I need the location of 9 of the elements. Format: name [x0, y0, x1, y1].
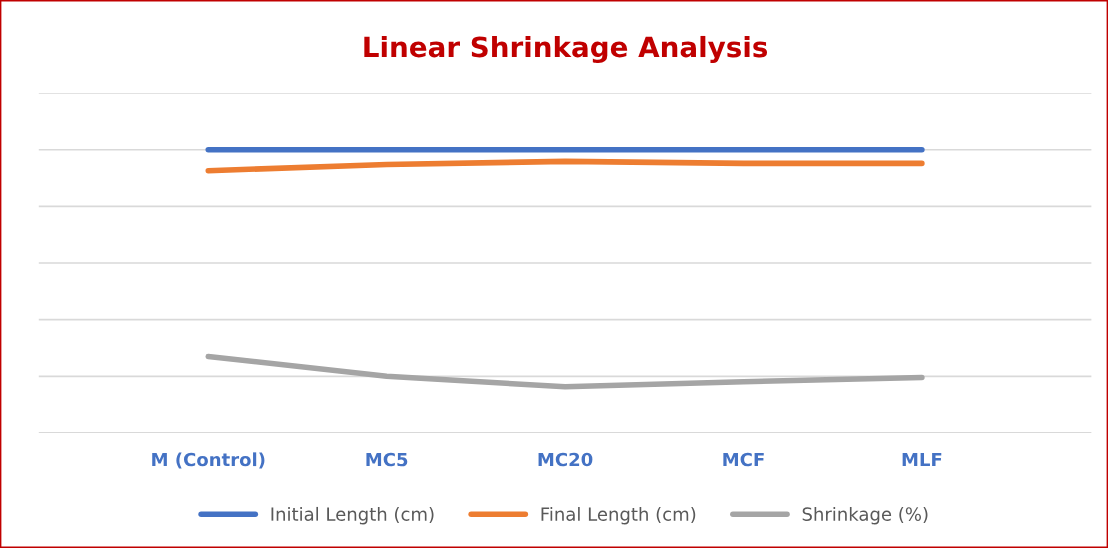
x-tick-label: MCF: [723, 452, 764, 467]
x-tick-label: MLF: [902, 452, 942, 467]
legend-label: Shrinkage (%): [802, 506, 928, 525]
x-tick-label: MC20: [538, 452, 593, 467]
legend-label: Final Length (cm): [541, 506, 696, 525]
legend-label: Initial Length (cm): [271, 506, 434, 525]
x-tick-label: M (Control): [152, 452, 265, 469]
chart-title: Linear Shrinkage Analysis: [364, 35, 768, 64]
x-tick-label: MC5: [366, 452, 408, 467]
